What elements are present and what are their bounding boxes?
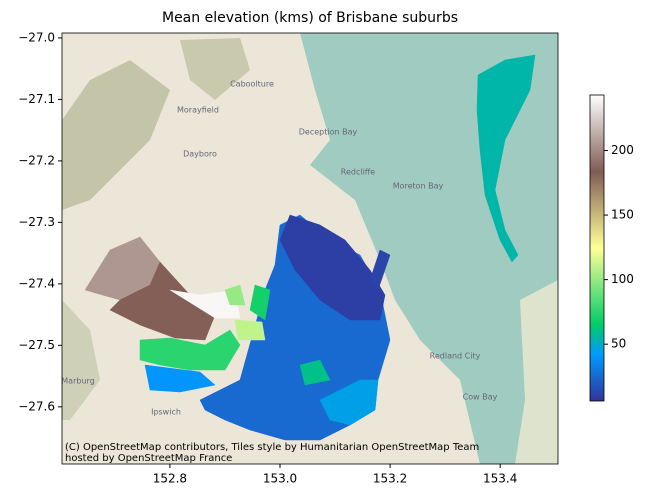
colorbar-tick-label: 50 xyxy=(611,337,626,351)
map-label: Morayfield xyxy=(177,106,219,115)
suburb-region xyxy=(319,379,379,426)
x-tick-label: 152.8 xyxy=(153,472,187,486)
attribution: (C) OpenStreetMap contributors, Tiles st… xyxy=(65,442,479,453)
suburb-region xyxy=(139,329,241,371)
x-tick-label: 153.2 xyxy=(373,472,407,486)
map-label: Marburg xyxy=(61,377,94,386)
colorbar-tick-label: 200 xyxy=(611,143,634,157)
y-tick-label: −27.1 xyxy=(18,92,55,106)
suburb-region xyxy=(234,319,266,341)
suburb-region xyxy=(299,359,331,386)
map-label: Redcliffe xyxy=(341,168,376,177)
y-tick-label: −27.2 xyxy=(18,153,55,167)
map-label: Moreton Bay xyxy=(393,182,444,191)
map-label: Redland City xyxy=(430,352,481,361)
x-tick-label: 153.4 xyxy=(483,472,517,486)
y-tick-label: −27.5 xyxy=(18,338,55,352)
map-label: Dayboro xyxy=(183,150,217,159)
x-tick-label: 153.0 xyxy=(263,472,297,486)
map-label: Deception Bay xyxy=(299,128,358,137)
axes-frame xyxy=(61,32,559,465)
suburb-region xyxy=(109,261,216,341)
chart-title: Mean elevation (kms) of Brisbane suburbs xyxy=(162,10,458,26)
suburb-region xyxy=(224,284,246,306)
suburb-region xyxy=(476,54,536,263)
y-tick-label: −27.3 xyxy=(18,215,55,229)
colorbar xyxy=(589,94,605,402)
y-tick-label: −27.4 xyxy=(18,276,55,290)
attribution: hosted by OpenStreetMap France xyxy=(65,453,232,464)
colorbar-tick-label: 100 xyxy=(611,272,634,286)
map-label: Caboolture xyxy=(230,80,274,89)
map-label: Ipswich xyxy=(151,408,181,417)
suburb-region xyxy=(249,284,271,321)
colorbar-tick-label: 150 xyxy=(611,208,634,222)
suburb-region xyxy=(144,364,216,393)
y-tick-label: −27.0 xyxy=(18,30,55,44)
suburb-region xyxy=(369,249,391,291)
suburb-region xyxy=(279,214,386,321)
map-label: Cow Bay xyxy=(463,393,498,402)
y-tick-label: −27.6 xyxy=(18,399,55,413)
